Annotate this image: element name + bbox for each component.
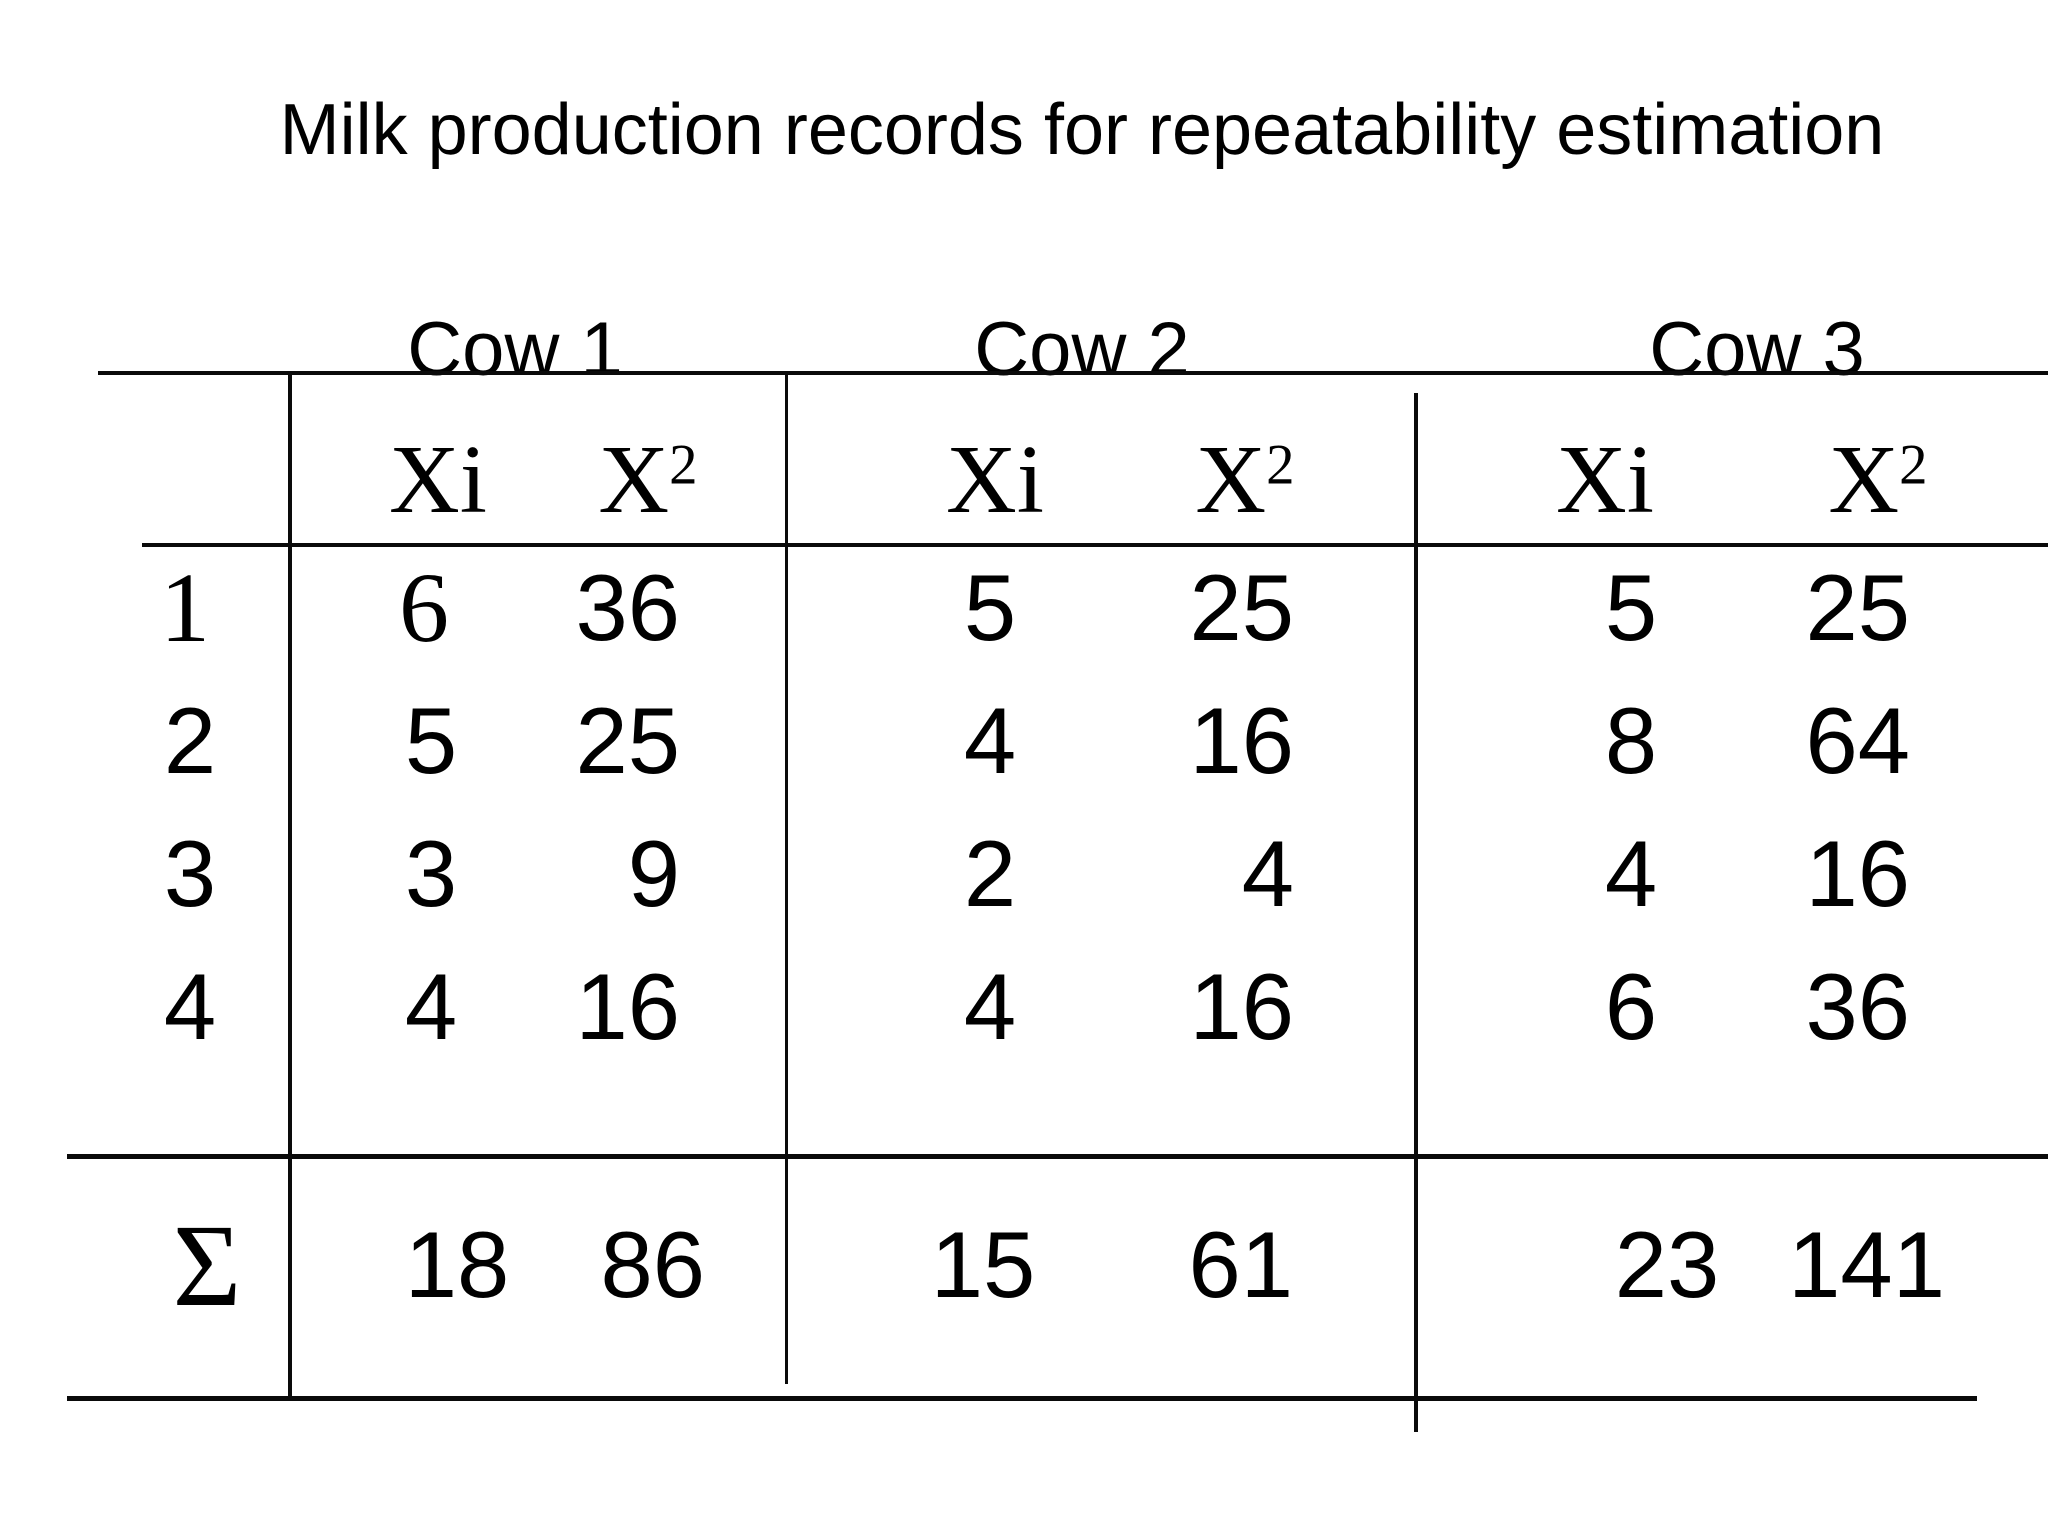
sum-rule-top	[67, 1154, 2048, 1159]
cow3-x2-sum: 141	[1788, 1212, 1945, 1317]
cow3-x2-col-header: X2	[1828, 431, 1927, 529]
cow2-xi-sum: 15	[930, 1212, 1036, 1317]
slide-title: Milk production records for repeatabilit…	[279, 90, 1885, 170]
x2-base: X	[598, 426, 670, 534]
sum-symbol: Σ	[172, 1200, 242, 1331]
cow1-xi-value: 4	[404, 954, 458, 1059]
cow2-xi-value: 4	[963, 954, 1017, 1059]
cow3-xi-sum: 23	[1614, 1212, 1720, 1317]
divider-cow1-cow2	[785, 371, 788, 1384]
cow3-xi-col-header: Xi	[1556, 426, 1654, 534]
cow2-x2-value: 16	[1189, 954, 1294, 1059]
cow1-xi-col-header: Xi	[389, 426, 487, 534]
cow3-header: Cow 3	[1649, 307, 1865, 392]
x2-base: X	[1828, 426, 1900, 534]
cow2-xi-value: 2	[963, 821, 1017, 926]
row-label: 4	[163, 954, 217, 1059]
cow2-xi-value: 5	[963, 555, 1017, 660]
cow1-xi-value: 3	[404, 821, 458, 926]
cow1-x2-col-header: X2	[598, 431, 697, 529]
cow1-xi-value: 5	[404, 688, 458, 793]
cow1-x2-value: 36	[575, 555, 680, 660]
cow1-header: Cow 1	[407, 307, 623, 392]
cow3-x2-value: 36	[1805, 954, 1910, 1059]
cow2-x2-value: 25	[1189, 555, 1294, 660]
divider-cow2-cow3	[1414, 393, 1418, 1432]
cow1-x2-value: 9	[627, 821, 680, 926]
cow3-xi-value: 8	[1604, 688, 1658, 793]
row-label: 2	[163, 688, 217, 793]
x2-superscript: 2	[1266, 433, 1295, 497]
cow3-x2-value: 64	[1805, 688, 1910, 793]
bottom-rule	[67, 1396, 1977, 1401]
cow2-x2-sum: 61	[1188, 1212, 1293, 1317]
cow2-x2-value: 16	[1189, 688, 1294, 793]
cow1-x2-sum: 86	[600, 1212, 705, 1317]
cow3-x2-value: 16	[1805, 821, 1910, 926]
cow3-x2-value: 25	[1805, 555, 1910, 660]
cow3-xi-value: 5	[1604, 555, 1658, 660]
cow3-xi-value: 4	[1604, 821, 1658, 926]
cow2-header: Cow 2	[974, 307, 1190, 392]
x2-superscript: 2	[1899, 433, 1928, 497]
cow2-x2-value: 4	[1241, 821, 1294, 926]
cow1-x2-value: 25	[575, 688, 680, 793]
cow2-xi-col-header: Xi	[946, 426, 1044, 534]
cow2-xi-value: 4	[963, 688, 1017, 793]
row-label: 1	[160, 552, 210, 663]
x2-base: X	[1195, 426, 1267, 534]
cow1-x2-value: 16	[575, 954, 680, 1059]
header-rule	[98, 371, 2048, 375]
x2-superscript: 2	[669, 433, 698, 497]
cow2-x2-col-header: X2	[1195, 431, 1294, 529]
cow3-xi-value: 6	[1604, 954, 1658, 1059]
cow1-xi-sum: 18	[404, 1212, 510, 1317]
cow1-xi-value: 6	[399, 552, 449, 663]
subheader-rule	[142, 543, 2048, 547]
row-label: 3	[163, 821, 217, 926]
divider-rowlabels-cow1	[288, 371, 292, 1401]
